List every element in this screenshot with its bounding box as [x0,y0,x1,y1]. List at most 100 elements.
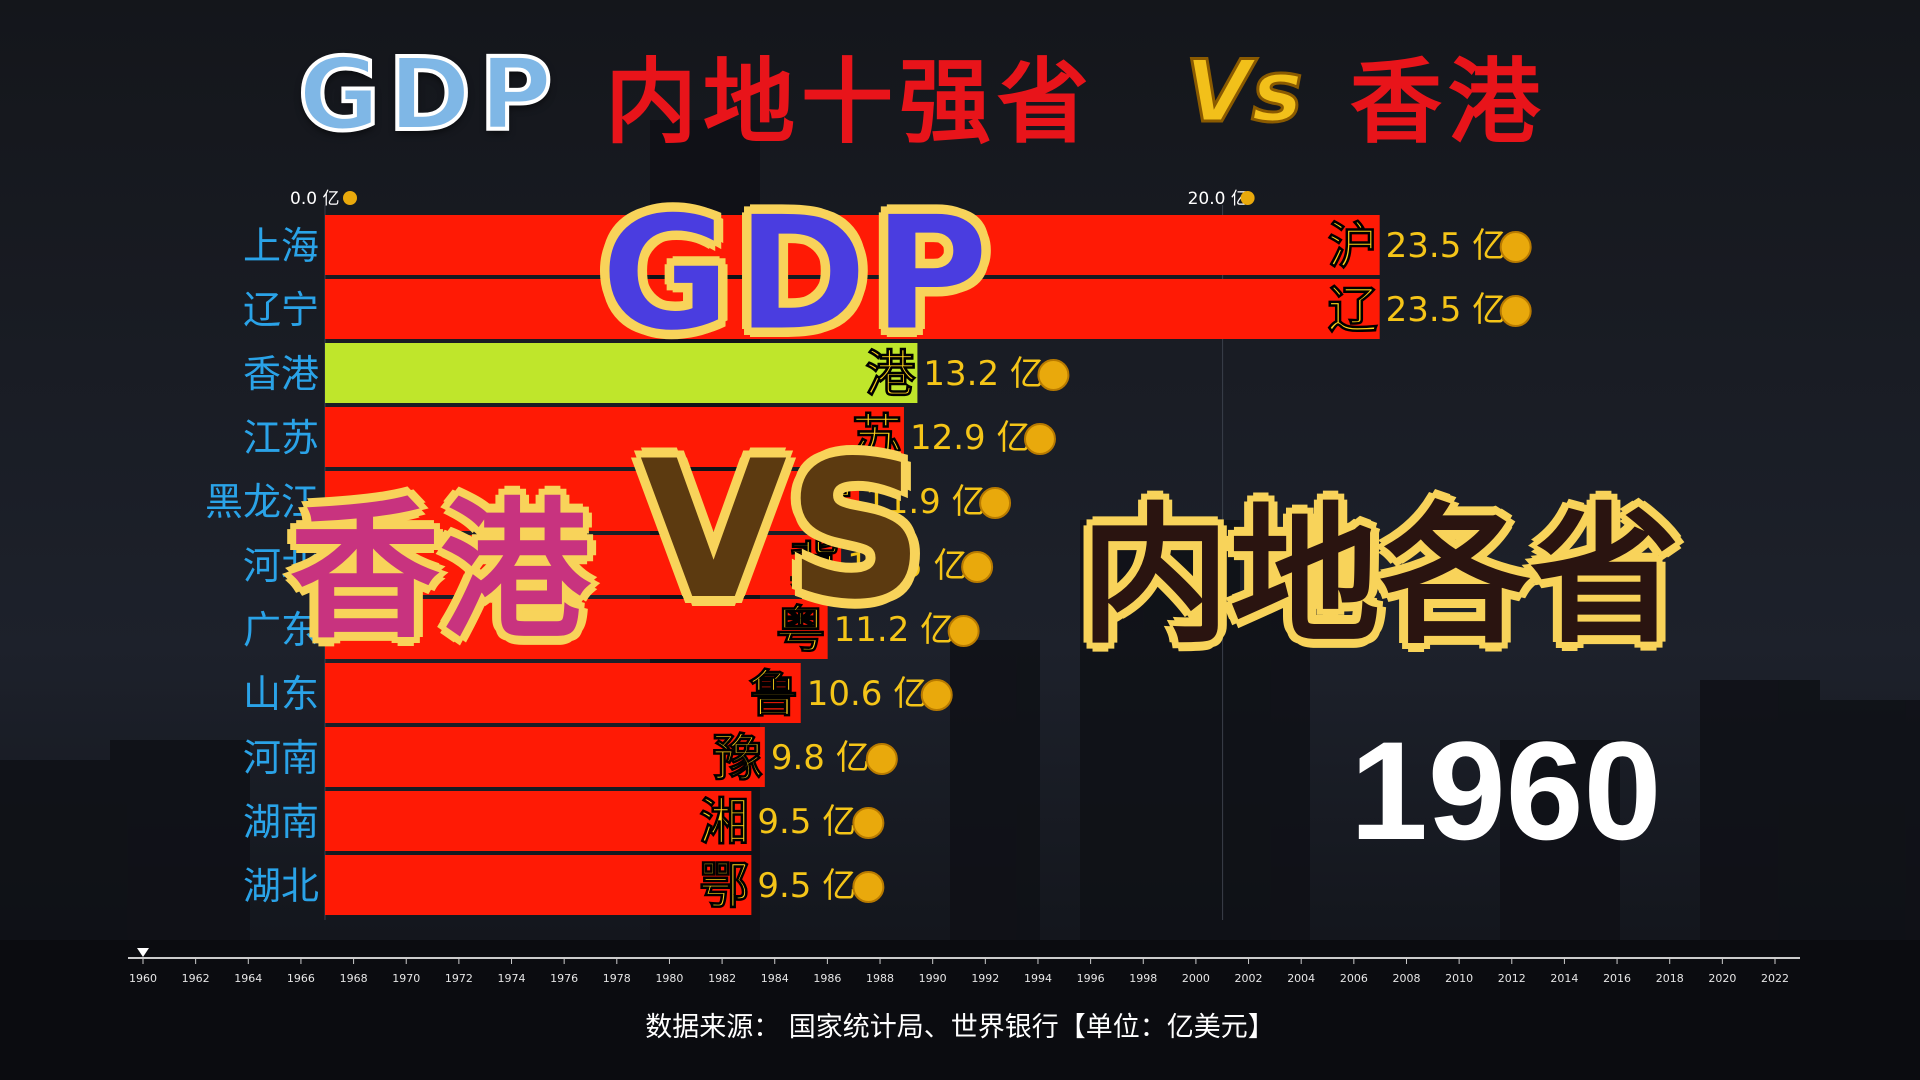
money-bag-icon [1499,231,1532,263]
timeline-year-label: 2022 [1761,972,1789,985]
timeline-year-label: 2004 [1287,972,1315,985]
money-bag-icon [947,615,980,647]
overlay-hongkong-text: 香港 [290,485,591,659]
province-abbreviation: 港 [865,345,916,403]
bar [325,535,842,595]
data-source-note: 数据来源： 国家统计局、世界银行【单位：亿美元】 [645,1012,1275,1043]
province-abbreviation: 豫 [713,729,763,787]
overlay-mainland-text: 内地各省 [1080,490,1681,664]
province-abbreviation: 鄂 [699,857,749,915]
coin-icon [343,191,357,205]
title-left-text: 内地十强省 [605,49,1096,156]
timeline-year-label: 1984 [761,972,789,985]
category-label: 香港 [243,352,319,396]
x-tick-label: 20.0 亿 [1188,189,1248,209]
money-bag-icon [1023,423,1056,455]
bar [325,599,828,659]
timeline-year-label: 1974 [498,972,526,985]
timeline-year-label: 2008 [1392,972,1420,985]
category-label: 辽宁 [243,288,319,332]
timeline-year-label: 2010 [1445,972,1473,985]
timeline-year-label: 1960 [129,972,157,985]
value-label: 9.8 亿 [771,738,870,778]
overlay-gdp-text: GDP [598,179,994,369]
province-abbreviation: 沪 [1328,217,1378,275]
timeline-marker [137,948,149,957]
money-bag-icon [852,871,885,903]
title-vs-text: Vs [1184,41,1305,144]
value-label: 11.9 亿 [865,482,986,522]
chart-title: GDP 内地十强省 Vs 香港 [0,28,1920,156]
timeline-year-label: 1988 [866,972,894,985]
timeline-year-label: 1996 [1077,972,1105,985]
category-label: 山东 [243,672,319,716]
timeline-year-label: 1970 [392,972,420,985]
category-label: 河北 [243,544,319,588]
province-abbreviation: 粤 [776,601,826,659]
timeline-year-label: 2016 [1603,972,1631,985]
value-label: 9.5 亿 [757,866,856,906]
timeline-year-label: 1998 [1129,972,1157,985]
category-label: 广东 [243,608,319,652]
money-bag-icon [1037,359,1070,391]
province-abbreviation: 湘 [699,793,749,851]
current-year-label: 1960 [1350,712,1662,869]
overlay-vs-text: VS [640,420,924,641]
timeline-year-label: 1992 [971,972,999,985]
province-abbreviation: 苏 [852,409,902,467]
bar [325,855,752,915]
value-label: 9.5 亿 [757,802,856,842]
province-abbreviation: 鲁 [749,665,799,723]
timeline-year-label: 2012 [1498,972,1526,985]
coin-icon [1240,191,1255,205]
value-label: 12.9 亿 [910,418,1031,458]
bar [325,471,860,531]
bar [325,343,918,403]
bar [325,791,752,851]
value-label: 23.5 亿 [1386,290,1507,330]
value-label: 10.6 亿 [807,674,928,714]
timeline-year-label: 1968 [340,972,368,985]
timeline-year-label: 1962 [182,972,210,985]
category-label: 上海 [243,224,319,268]
timeline-year-label: 2018 [1656,972,1684,985]
bar [325,727,765,787]
province-abbreviation: 冀 [789,537,839,595]
bar [325,215,1380,275]
timeline-year-label: 2000 [1182,972,1210,985]
category-label: 黑龙江 [205,480,319,524]
value-label: 11.5 亿 [847,546,968,586]
value-label: 11.2 亿 [834,610,955,650]
timeline-year-label: 2020 [1708,972,1736,985]
timeline-year-label: 2014 [1550,972,1578,985]
money-bag-icon [865,743,898,775]
title-right-text: 香港 [1350,49,1547,156]
money-bag-icon [961,551,994,583]
timeline-year-label: 1982 [708,972,736,985]
money-bag-icon [979,487,1012,519]
bar [325,407,904,467]
x-tick-label: 0.0 亿 [290,189,339,209]
category-label: 河南 [243,736,319,780]
category-label: 湖北 [243,864,319,908]
value-label: 13.2 亿 [923,354,1044,394]
timeline-year-label: 2002 [1235,972,1263,985]
category-label: 湖南 [243,800,319,844]
province-abbreviation: 黑 [807,473,857,531]
timeline-year-label: 1990 [919,972,947,985]
timeline-year-label: 1976 [550,972,578,985]
timeline-year-label: 1986 [813,972,841,985]
money-bag-icon [852,807,885,839]
value-label: 23.5 亿 [1386,226,1507,266]
money-bag-icon [920,679,953,711]
timeline-year-label: 1972 [445,972,473,985]
province-abbreviation: 辽 [1328,281,1378,339]
timeline-year-label: 2006 [1340,972,1368,985]
timeline-year-label: 1964 [234,972,262,985]
category-label: 江苏 [243,416,319,460]
timeline-year-label: 1994 [1024,972,1052,985]
bar [325,663,801,723]
timeline-year-label: 1966 [287,972,315,985]
bar [325,279,1380,339]
